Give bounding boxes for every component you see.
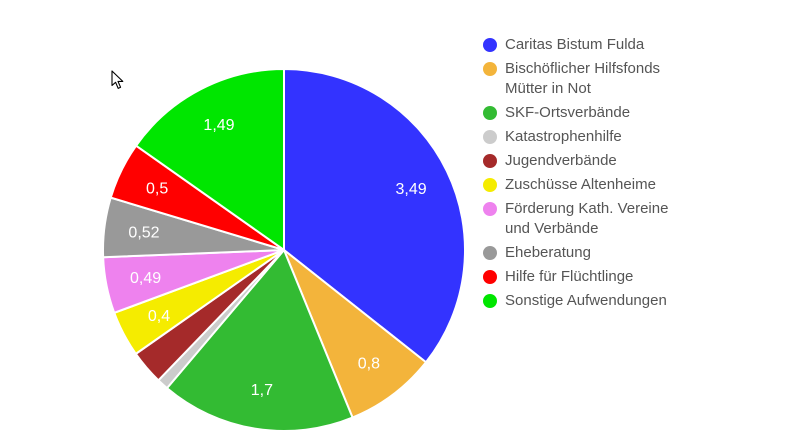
legend-item-0[interactable]: Caritas Bistum Fulda (483, 35, 763, 55)
legend-marker-icon (483, 106, 497, 120)
legend-item-9[interactable]: Sonstige Aufwendungen (483, 291, 763, 311)
legend-label: Eheberatung (505, 244, 591, 261)
legend-marker-icon (483, 246, 497, 260)
legend-item-5[interactable]: Zuschüsse Altenheime (483, 175, 763, 195)
legend-item-7[interactable]: Eheberatung (483, 243, 763, 263)
legend-label: Katastrophenhilfe (505, 128, 622, 145)
pie-slice-value-label: 0,52 (128, 225, 159, 242)
pie-slice-value-label: 0,5 (146, 181, 168, 198)
legend-marker-icon (483, 270, 497, 284)
legend-marker-icon (483, 294, 497, 308)
legend-item-1[interactable]: Bischöflicher Hilfsfonds Mütter in Not (483, 59, 763, 99)
pie-slice-value-label: 0,49 (130, 270, 161, 287)
legend-marker-icon (483, 178, 497, 192)
pie-slice-value-label: 3,49 (396, 181, 427, 198)
legend-item-3[interactable]: Katastrophenhilfe (483, 127, 763, 147)
legend-label: Caritas Bistum Fulda (505, 36, 645, 53)
legend-label: SKF-Ortsverbände (505, 104, 631, 121)
legend-item-6[interactable]: Förderung Kath. Vereine und Verbände (483, 199, 763, 239)
legend-label: Jugendverbände (505, 152, 617, 169)
legend-label: Förderung Kath. Vereine und Verbände (505, 200, 669, 237)
pie-slice-0[interactable] (283, 68, 467, 364)
legend-label: Bischöflicher Hilfsfonds Mütter in Not (505, 60, 661, 97)
legend-label: Hilfe für Flüchtlinge (505, 268, 634, 285)
legend-marker-icon (483, 130, 497, 144)
pie-slice-value-label: 0,4 (148, 308, 170, 325)
legend-marker-icon (483, 202, 497, 216)
legend-marker-icon (483, 38, 497, 52)
chart-legend: Caritas Bistum Fulda Bischöflicher Hilfsf… (483, 35, 763, 315)
pie-slice-value-label: 0,8 (358, 355, 380, 372)
legend-item-2[interactable]: SKF-Ortsverbände (483, 103, 763, 123)
legend-marker-icon (483, 154, 497, 168)
legend-item-8[interactable]: Hilfe für Flüchtlinge (483, 267, 763, 287)
legend-item-4[interactable]: Jugendverbände (483, 151, 763, 171)
legend-label: Sonstige Aufwendungen (505, 292, 667, 309)
pie-slice-value-label: 1,7 (251, 382, 273, 399)
legend-label: Zuschüsse Altenheime (505, 176, 656, 193)
pie-slice-9[interactable] (135, 68, 285, 251)
pie-slice-1[interactable] (283, 249, 427, 419)
pie-slice-value-label: 1,49 (203, 117, 234, 134)
legend-marker-icon (483, 62, 497, 76)
pie-slice-2[interactable] (166, 249, 354, 432)
